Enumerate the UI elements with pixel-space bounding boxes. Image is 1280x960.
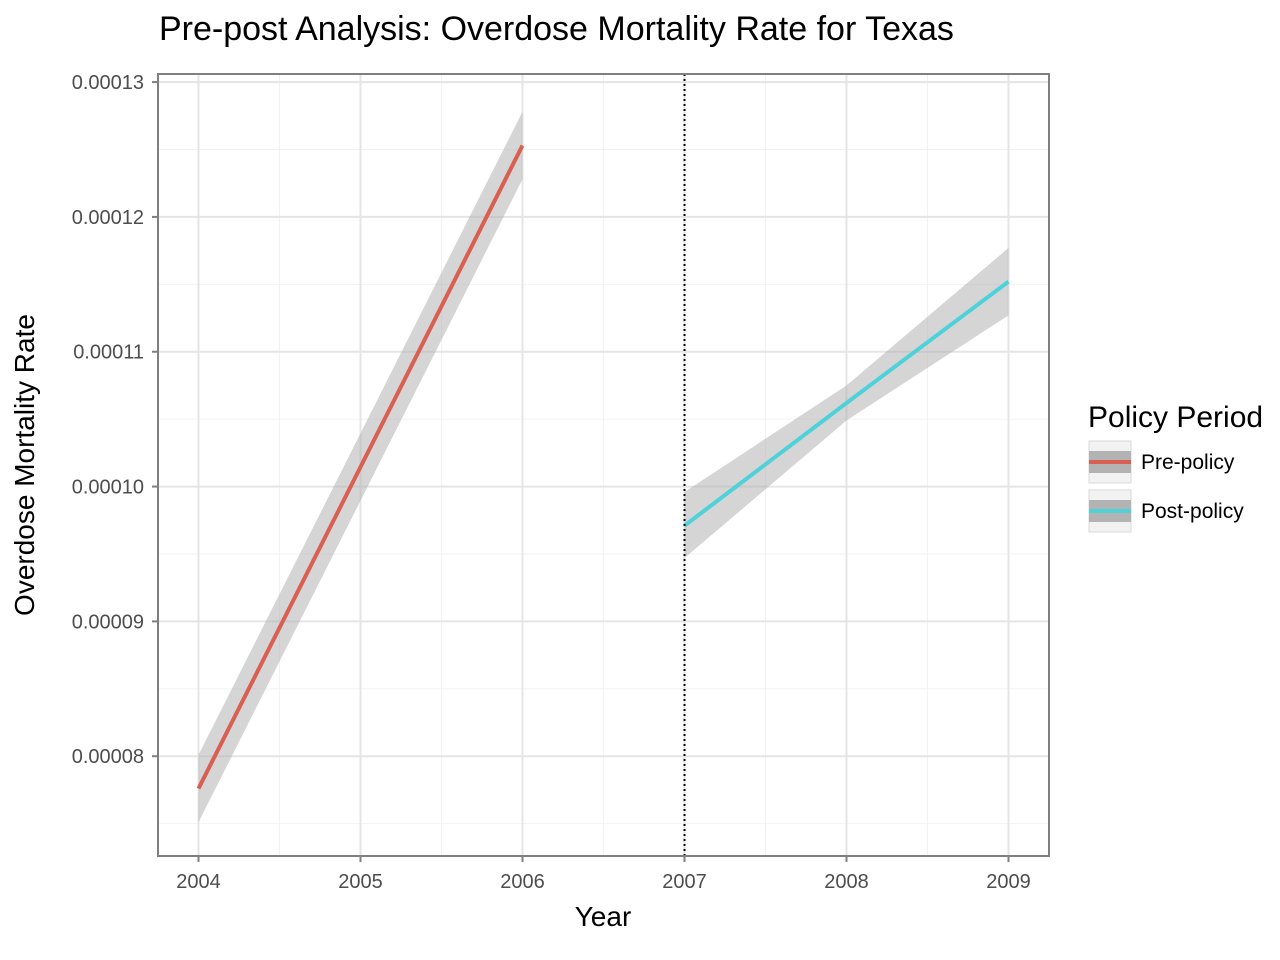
- y-tick-label: 0.00013: [72, 72, 144, 94]
- legend: Policy Period Pre-policy Post-policy: [1088, 401, 1263, 533]
- x-tick-label: 2004: [176, 871, 221, 893]
- plot-border: [157, 73, 1050, 857]
- y-tick-label: 0.00011: [73, 342, 144, 364]
- x-tick-label: 2005: [338, 871, 383, 893]
- x-axis-ticks: 2004 2005 2006 2007 2008 2009: [176, 856, 1031, 893]
- x-tick-label: 2007: [662, 871, 707, 893]
- x-tick-label: 2006: [500, 871, 545, 893]
- series-lines: [196, 144, 1010, 790]
- chart-title: Pre-post Analysis: Overdose Mortality Ra…: [159, 10, 954, 48]
- legend-label: Post-policy: [1141, 500, 1244, 523]
- series-line: [683, 280, 1010, 528]
- y-tick-label: 0.00010: [72, 477, 144, 499]
- series-line: [196, 144, 525, 790]
- y-tick-label: 0.00009: [72, 611, 144, 633]
- x-axis-title: Year: [575, 901, 632, 932]
- y-tick-label: 0.00012: [72, 207, 144, 229]
- x-tick-label: 2009: [986, 871, 1031, 893]
- y-tick-label: 0.00008: [72, 746, 144, 768]
- legend-title: Policy Period: [1088, 401, 1263, 434]
- legend-items: Pre-policy Post-policy: [1088, 440, 1244, 533]
- x-tick-label: 2008: [824, 871, 869, 893]
- legend-label: Pre-policy: [1141, 451, 1235, 474]
- y-axis-ticks: 0.00008 0.00009 0.00010 0.00011 0.00012 0.000…: [72, 72, 158, 768]
- grid: [158, 74, 1049, 856]
- y-axis-title: Overdose Mortality Rate: [9, 314, 40, 616]
